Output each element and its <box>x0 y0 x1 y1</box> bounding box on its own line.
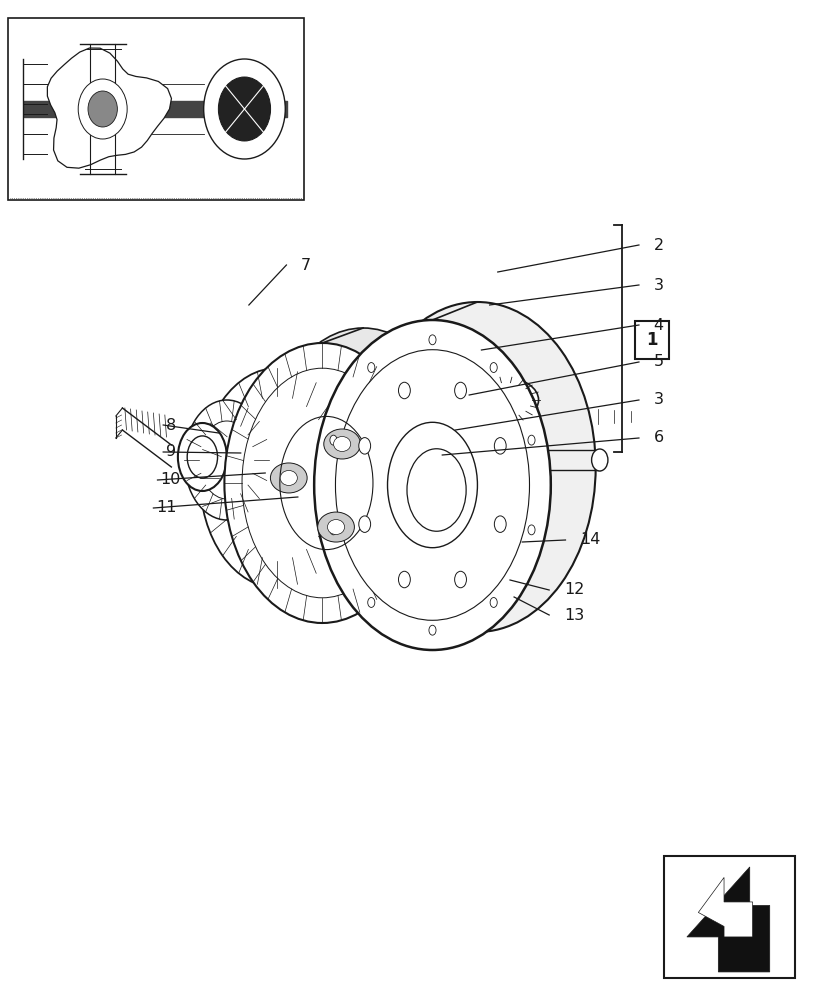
Ellipse shape <box>461 426 502 454</box>
Circle shape <box>88 91 118 127</box>
Text: 7: 7 <box>301 257 311 272</box>
Text: 12: 12 <box>564 582 584 597</box>
Ellipse shape <box>265 328 461 608</box>
Ellipse shape <box>429 625 436 635</box>
Bar <box>635 321 669 359</box>
Bar <box>8 18 304 200</box>
Circle shape <box>78 79 127 139</box>
Ellipse shape <box>317 512 354 542</box>
Ellipse shape <box>327 520 344 535</box>
Ellipse shape <box>486 386 526 414</box>
Text: 3: 3 <box>654 392 663 408</box>
Polygon shape <box>47 48 171 168</box>
Ellipse shape <box>205 392 290 512</box>
Text: 13: 13 <box>564 607 584 622</box>
Text: 14: 14 <box>580 532 601 548</box>
Ellipse shape <box>324 429 361 459</box>
Bar <box>664 856 795 978</box>
Ellipse shape <box>233 356 388 576</box>
Ellipse shape <box>242 368 402 598</box>
Ellipse shape <box>398 571 410 588</box>
Text: 10: 10 <box>160 473 180 488</box>
Ellipse shape <box>528 525 535 535</box>
Circle shape <box>219 77 271 141</box>
Ellipse shape <box>359 438 370 454</box>
Ellipse shape <box>528 435 535 445</box>
Ellipse shape <box>199 421 255 499</box>
Polygon shape <box>687 867 769 972</box>
Ellipse shape <box>200 368 355 588</box>
Text: 11: 11 <box>156 500 176 516</box>
Ellipse shape <box>368 363 375 372</box>
Text: 8: 8 <box>166 418 176 432</box>
Ellipse shape <box>473 378 539 422</box>
Polygon shape <box>698 877 752 937</box>
Ellipse shape <box>314 320 551 650</box>
Ellipse shape <box>220 395 335 560</box>
Ellipse shape <box>335 350 530 620</box>
Ellipse shape <box>388 422 477 548</box>
Text: 4: 4 <box>654 318 663 332</box>
Text: 5: 5 <box>654 355 663 369</box>
Ellipse shape <box>445 415 518 465</box>
Ellipse shape <box>330 435 337 445</box>
Text: 6: 6 <box>654 430 663 446</box>
Ellipse shape <box>494 516 506 532</box>
Ellipse shape <box>498 388 563 432</box>
Ellipse shape <box>398 382 410 399</box>
Ellipse shape <box>592 449 608 471</box>
Ellipse shape <box>330 525 337 535</box>
Ellipse shape <box>178 423 227 491</box>
Text: 3: 3 <box>654 277 663 292</box>
Ellipse shape <box>494 438 506 454</box>
Ellipse shape <box>455 571 467 588</box>
Ellipse shape <box>407 449 466 531</box>
Text: 9: 9 <box>166 444 175 460</box>
Ellipse shape <box>368 598 375 607</box>
Ellipse shape <box>334 436 351 451</box>
Ellipse shape <box>224 343 420 623</box>
Ellipse shape <box>490 598 497 607</box>
Ellipse shape <box>429 335 436 345</box>
Ellipse shape <box>359 302 596 632</box>
Ellipse shape <box>490 363 497 372</box>
Ellipse shape <box>184 420 233 488</box>
Ellipse shape <box>359 516 370 532</box>
Circle shape <box>204 59 286 159</box>
Ellipse shape <box>187 436 218 478</box>
Text: 1: 1 <box>646 331 658 349</box>
Ellipse shape <box>280 470 297 485</box>
Ellipse shape <box>184 400 269 520</box>
Ellipse shape <box>455 382 467 399</box>
Text: 2: 2 <box>654 237 663 252</box>
Ellipse shape <box>270 463 307 493</box>
